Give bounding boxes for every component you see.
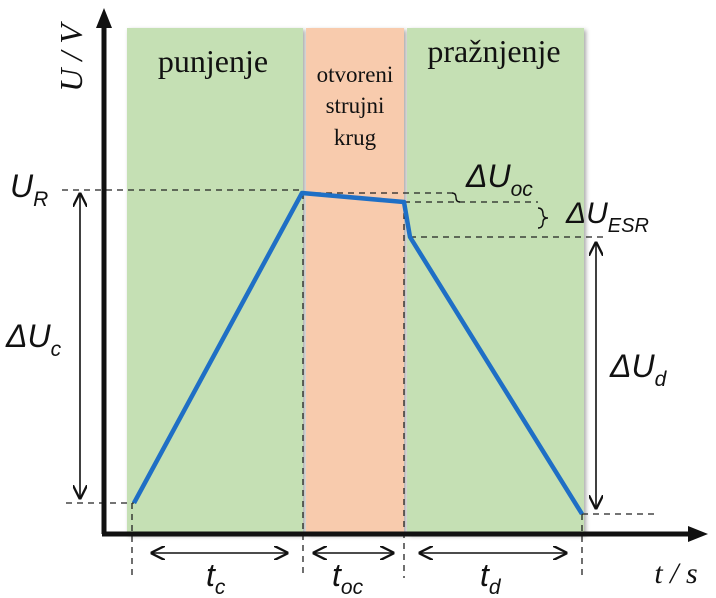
y-axis-label: U / V xyxy=(53,21,89,92)
voltage-curve xyxy=(132,190,584,516)
region-open-circuit xyxy=(306,28,404,534)
x-axis-arrowhead xyxy=(688,526,708,542)
brace-oc xyxy=(451,192,461,203)
label-delta-uesr: ΔUESR xyxy=(565,197,649,237)
label-delta-ud: ΔUd xyxy=(609,348,668,391)
brace-esr xyxy=(537,207,549,229)
label-ur: UR xyxy=(10,168,48,211)
label-toc: toc xyxy=(332,557,364,598)
x-axis-label: t / s xyxy=(654,557,697,590)
region-charging xyxy=(127,28,303,534)
region-label-charging: punjenje xyxy=(158,43,268,79)
region-label-open-circuit-line3: krug xyxy=(334,125,377,150)
region-discharging xyxy=(407,28,584,534)
y-axis-arrowhead xyxy=(96,8,112,28)
region-label-open-circuit-line2: strujni xyxy=(326,93,385,118)
label-delta-uoc: ΔUoc xyxy=(465,158,533,201)
region-label-open-circuit-line1: otvoreni xyxy=(317,62,394,87)
label-tc: tc xyxy=(206,557,226,598)
label-td: td xyxy=(480,557,502,598)
region-label-discharging: pražnjenje xyxy=(427,33,560,69)
label-delta-uc: ΔUc xyxy=(5,318,62,361)
